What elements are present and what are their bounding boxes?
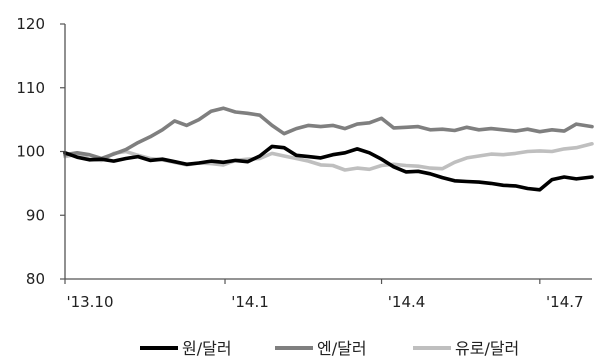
series-line-1 <box>63 144 594 192</box>
y-tick-label: 100 <box>16 143 45 161</box>
legend-label: 유로/달러 <box>455 339 519 358</box>
x-tick-label: '13.10 <box>66 293 113 311</box>
x-tick-label: '14.1 <box>231 293 269 311</box>
x-tick-label: '14.7 <box>546 293 584 311</box>
y-tick-label: 110 <box>16 79 45 97</box>
y-tick-label: 90 <box>26 206 45 224</box>
x-axis-ticks: '13.10 '14.1 '14.4 '14.7 <box>64 279 584 311</box>
legend-label: 엔/달러 <box>317 339 367 358</box>
y-tick-label: 80 <box>26 270 45 288</box>
legend: 원/달러 엔/달러 유로/달러 <box>140 339 519 358</box>
x-tick-label: '14.4 <box>388 293 426 311</box>
y-tick-label: 120 <box>16 15 45 33</box>
y-axis-ticks: 80 90 100 110 120 <box>16 15 65 288</box>
legend-label: 원/달러 <box>182 339 232 358</box>
series-line-2 <box>63 106 594 161</box>
series-layer <box>63 106 594 192</box>
